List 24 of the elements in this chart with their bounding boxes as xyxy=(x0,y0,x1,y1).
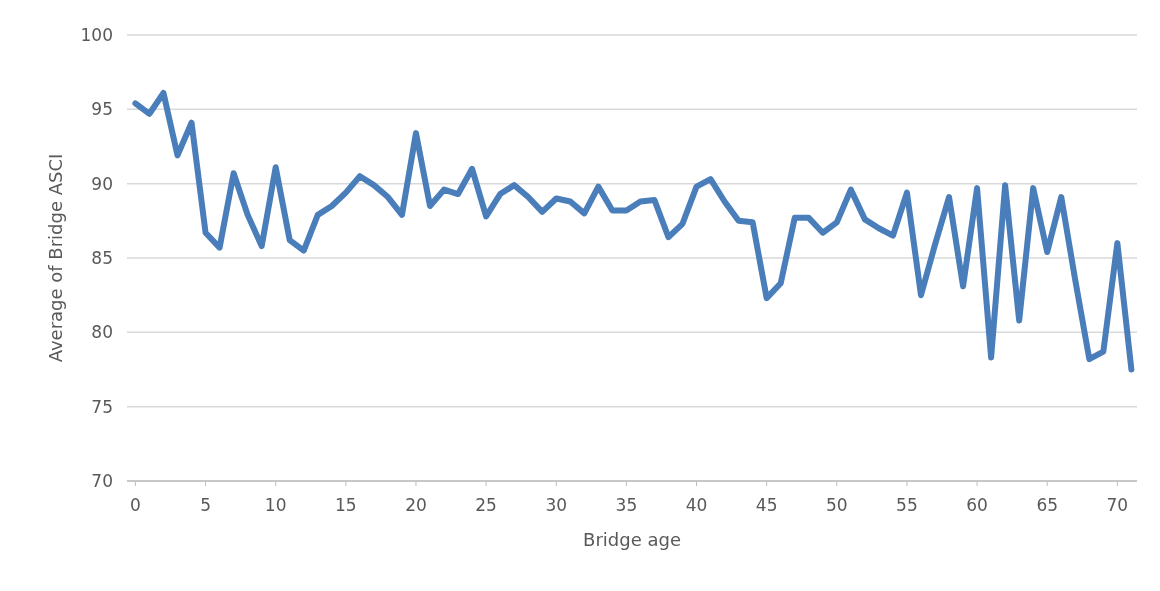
x-axis-title: Bridge age xyxy=(583,529,681,550)
x-tick-label: 40 xyxy=(685,495,708,515)
y-tick-label: 100 xyxy=(80,25,113,45)
x-tick-label: 10 xyxy=(264,495,287,515)
y-axis-title: Average of Bridge ASCI xyxy=(45,153,66,363)
y-tick-label: 90 xyxy=(91,173,113,194)
x-tick-label: 65 xyxy=(1036,495,1059,515)
y-tick-label: 70 xyxy=(91,471,113,491)
x-tick-label: 5 xyxy=(200,495,211,515)
y-tick-label: 80 xyxy=(91,322,113,343)
x-tick-label: 60 xyxy=(966,495,988,515)
x-tick-label: 20 xyxy=(405,495,427,515)
y-tick-label: 85 xyxy=(91,248,113,268)
x-tick-label: 25 xyxy=(475,495,497,515)
x-tick-label: 0 xyxy=(130,495,141,515)
x-tick-label: 35 xyxy=(615,495,638,515)
x-tick-label: 55 xyxy=(896,495,918,515)
x-tick-label: 30 xyxy=(545,495,568,515)
x-tick-label: 45 xyxy=(755,495,778,515)
y-tick-label: 75 xyxy=(91,396,113,417)
x-tick-label: 70 xyxy=(1106,495,1129,515)
x-tick-label: 15 xyxy=(335,495,357,515)
x-tick-label: 50 xyxy=(825,495,848,515)
y-tick-label: 95 xyxy=(91,99,113,120)
